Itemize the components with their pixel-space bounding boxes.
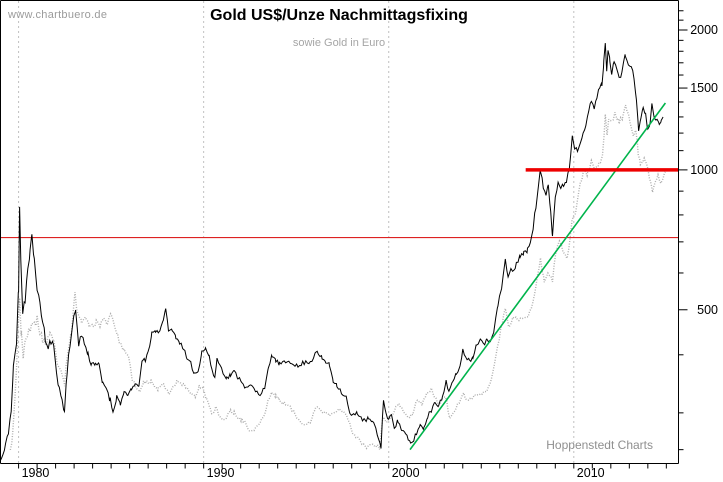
y-tick-label: 1000 xyxy=(690,162,718,177)
trend-line xyxy=(409,102,667,451)
x-tick-label: 1990 xyxy=(206,466,235,480)
y-tick-label: 500 xyxy=(697,302,718,317)
x-tick-label: 1980 xyxy=(21,466,50,480)
watermark-url: www.chartbuero.de xyxy=(8,9,108,21)
y-tick-label: 2000 xyxy=(690,22,718,37)
chart-title: Gold US$/Unze Nachmittagsfixing xyxy=(210,7,468,24)
chart-subtitle: sowie Gold in Euro xyxy=(292,37,386,49)
gold-eur-series xyxy=(9,104,666,451)
x-tick-label: 2000 xyxy=(391,466,420,480)
credit-label: Hoppenstedt Charts xyxy=(546,438,653,452)
y-tick-label: 1500 xyxy=(690,81,718,96)
x-tick-label: 2010 xyxy=(576,466,605,480)
title-wrap: Gold US$/Unze Nachmittagsfixing xyxy=(0,7,678,25)
gold-usd-series xyxy=(0,43,664,462)
